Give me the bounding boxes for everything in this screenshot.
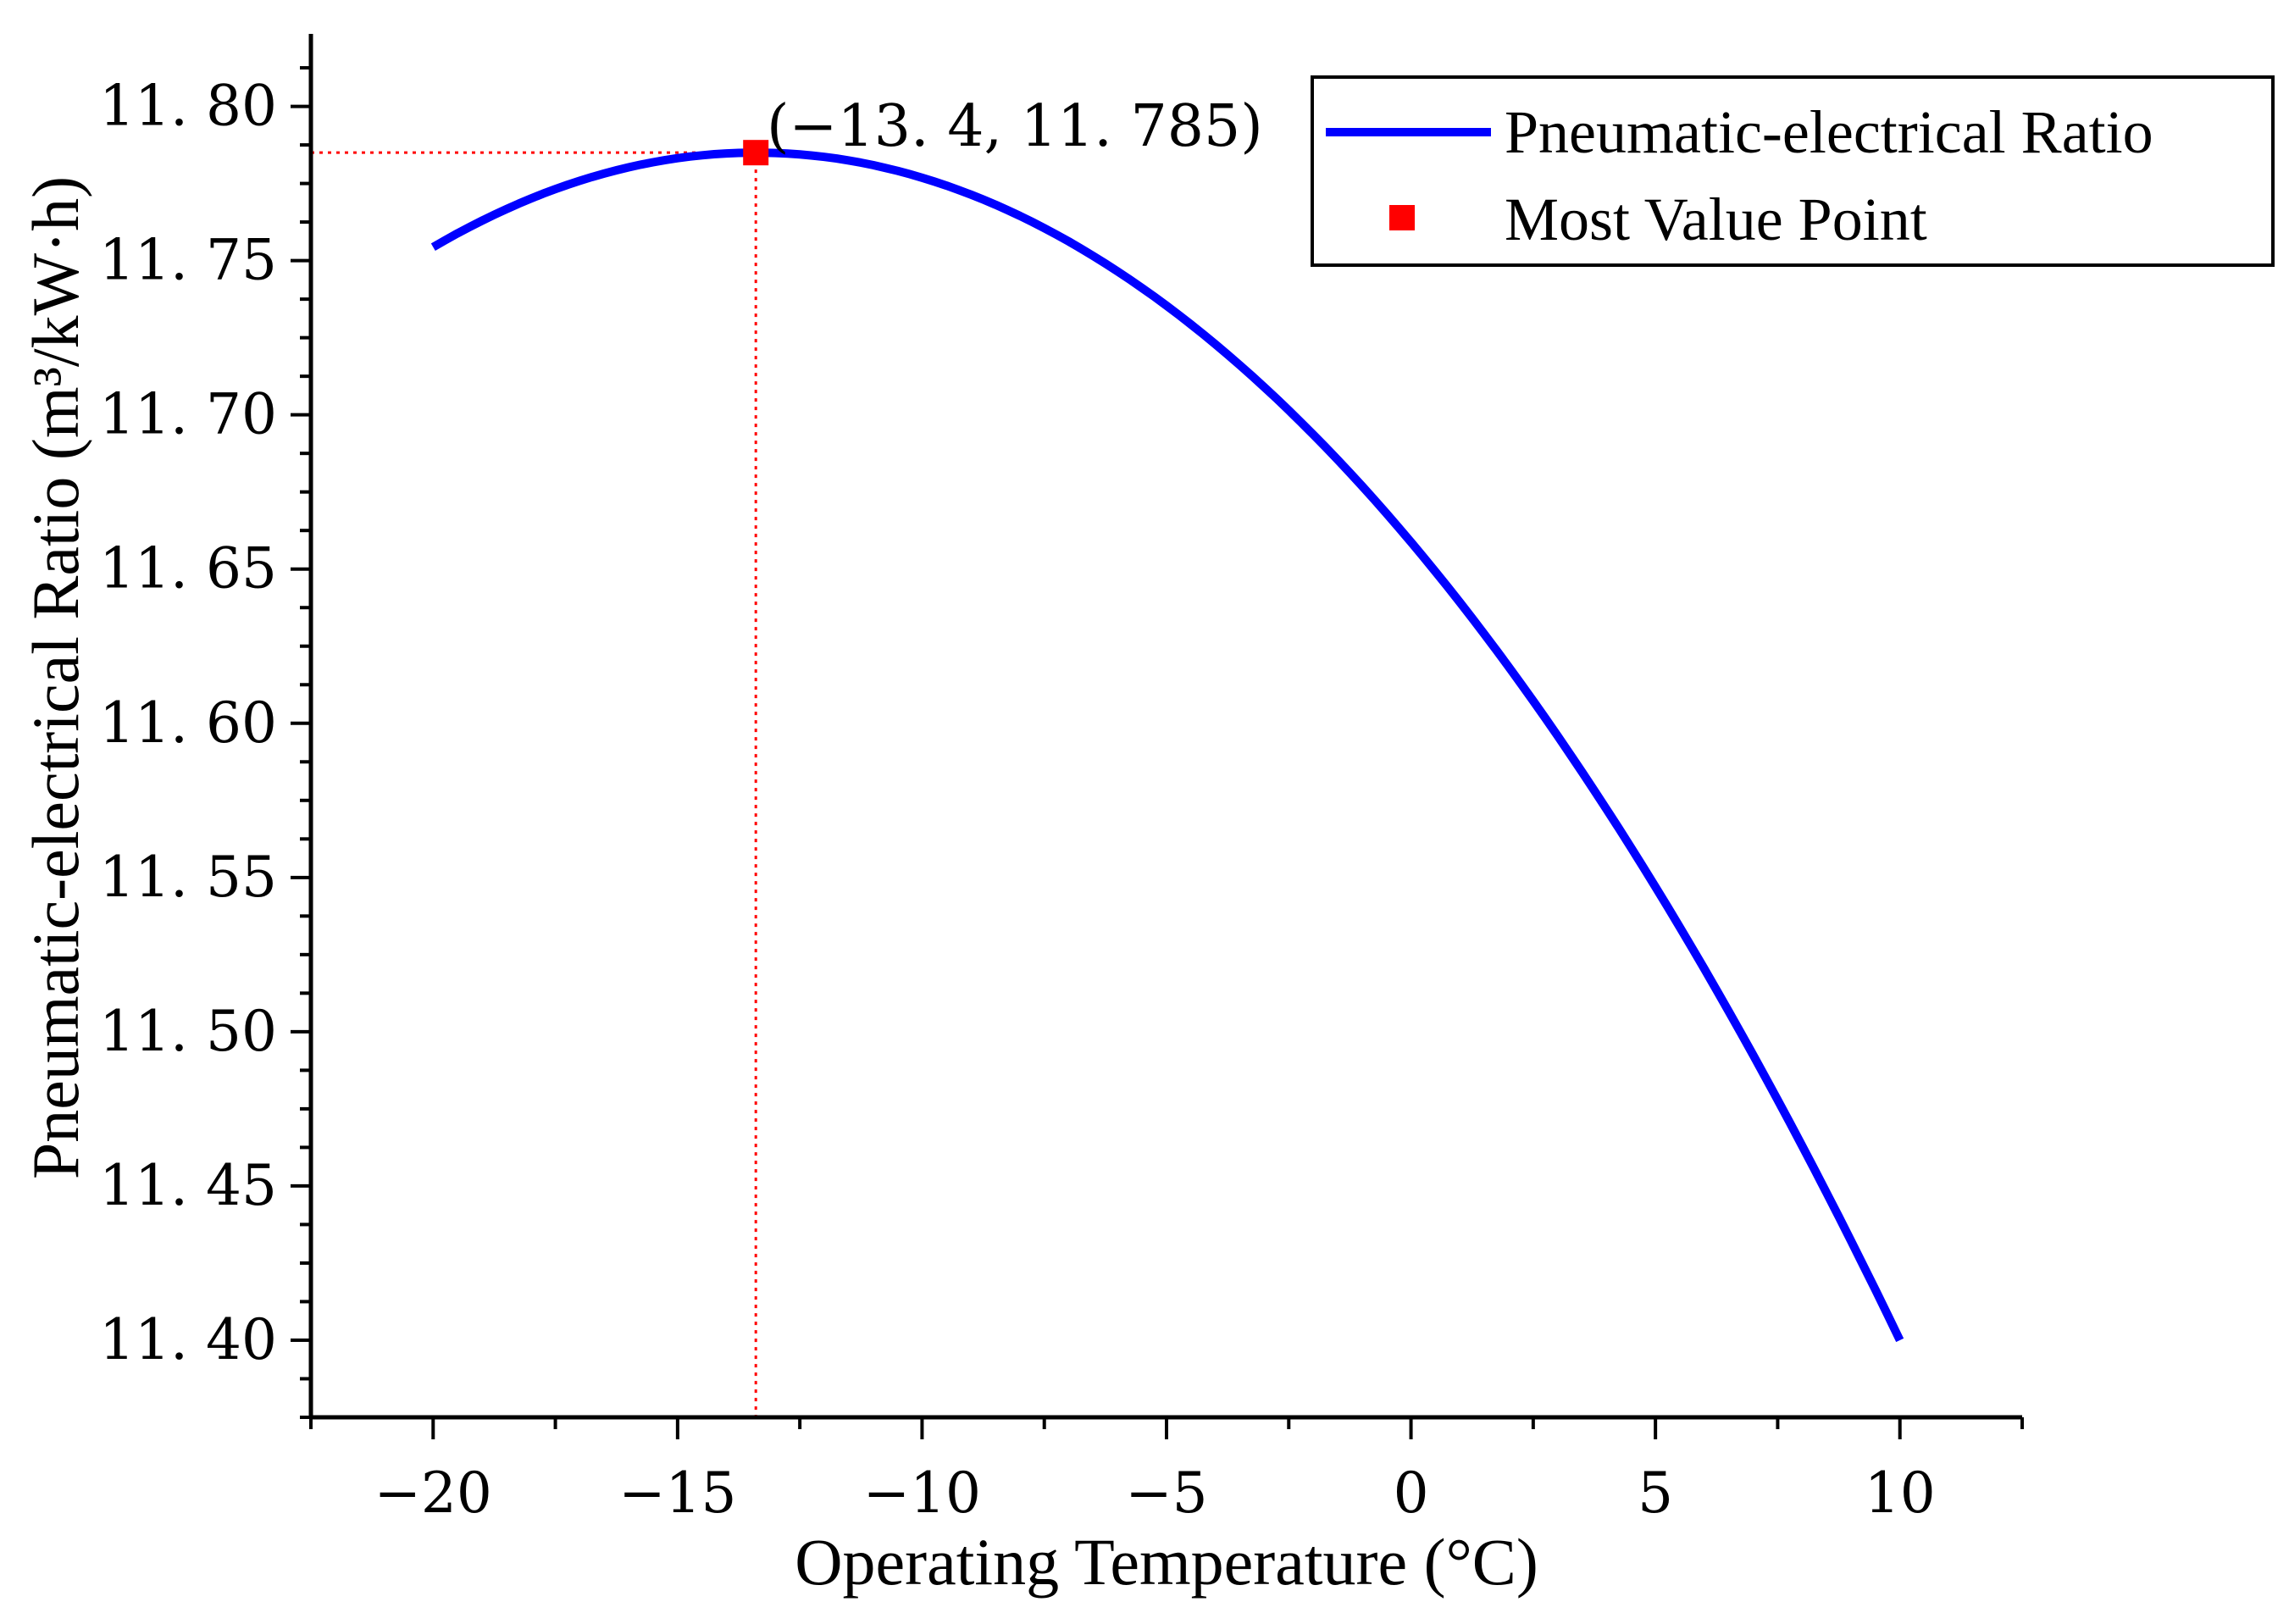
x-tick-label: −15 <box>618 1460 736 1526</box>
x-tick-label: −10 <box>863 1460 981 1526</box>
max-point-marker <box>743 140 769 166</box>
y-tick-label: 11. 80 <box>99 74 277 139</box>
x-ticks: −20 −15 −10 −5 0 5 10 <box>309 1417 2024 1526</box>
legend-marker-swatch <box>1389 205 1415 230</box>
y-tick-label: 11. 70 <box>99 382 277 447</box>
annotation: (−13. 4, 11. 785) <box>767 93 1263 160</box>
y-tick-label: 11. 45 <box>99 1153 277 1218</box>
x-tick-label: 5 <box>1638 1460 1673 1526</box>
legend-box <box>1311 75 2275 267</box>
x-tick-label: −20 <box>374 1460 492 1526</box>
legend-label-ratio: Pneumatic-electrical Ratio <box>1505 98 2153 166</box>
series-line-ratio <box>430 148 1904 1343</box>
x-tick-label: 0 <box>1394 1460 1429 1526</box>
y-axis-title: Pneumatic-electrical Ratio (m³/kW·h) <box>19 176 92 1179</box>
y-ticks: 11. 40 11. 45 11. 50 11. 55 11. 60 11. 65 11. … <box>99 66 311 1419</box>
legend-label-max-point: Most Value Point <box>1505 186 1927 253</box>
x-tick-label: 10 <box>1865 1460 1936 1526</box>
y-tick-label: 11. 65 <box>99 536 277 601</box>
x-tick-label: −5 <box>1125 1460 1207 1526</box>
y-tick-label: 11. 60 <box>99 690 277 756</box>
x-axis-title: Operating Temperature (°C) <box>795 1525 1538 1599</box>
legend: Pneumatic-electrical Ratio Most Value Po… <box>1311 75 2275 267</box>
y-tick-label: 11. 40 <box>99 1307 277 1372</box>
y-tick-label: 11. 55 <box>99 845 277 910</box>
y-tick-label: 11. 50 <box>99 999 277 1064</box>
plot-area <box>311 140 1904 1417</box>
y-tick-label: 11. 75 <box>99 228 277 293</box>
max-point-annotation-label: (−13. 4, 11. 785) <box>767 93 1263 160</box>
